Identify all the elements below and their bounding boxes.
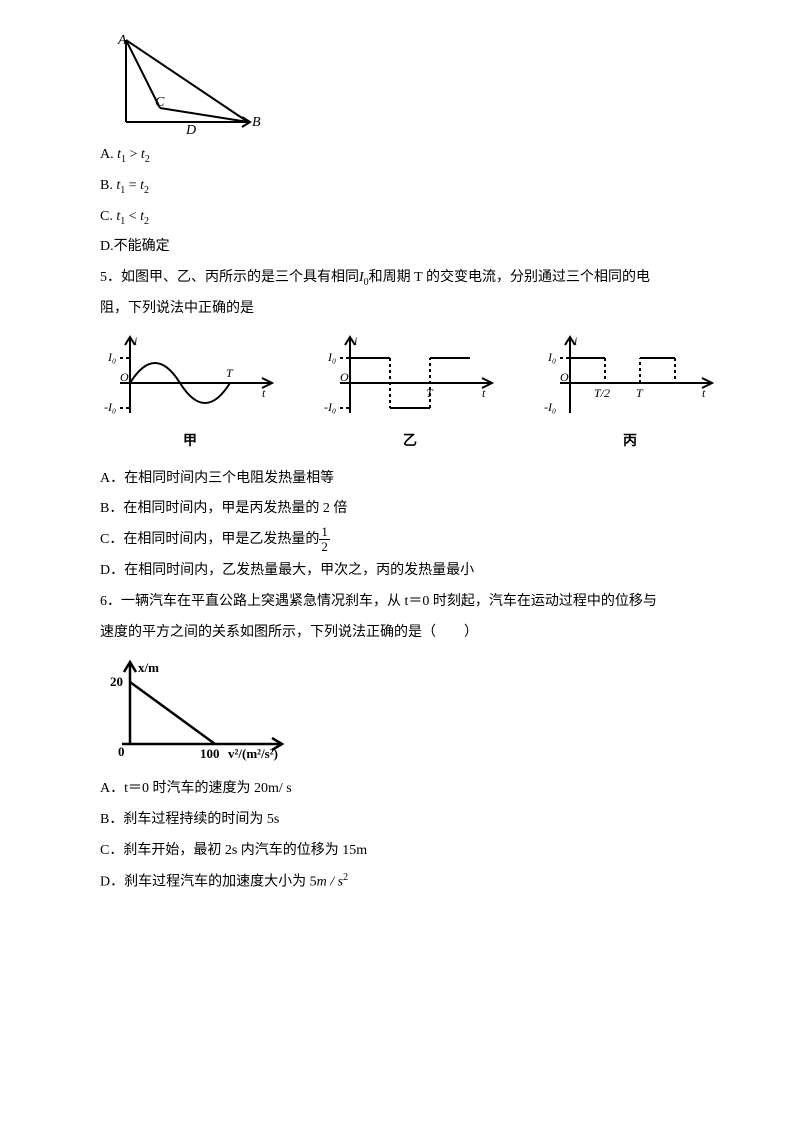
- q5-fig-yi-label: 乙: [320, 427, 500, 458]
- svg-text:O: O: [340, 370, 349, 384]
- svg-text:t: t: [262, 386, 266, 400]
- svg-text:100: 100: [200, 746, 220, 761]
- svg-text:0: 0: [118, 744, 125, 759]
- q6-option-D: D．刹车过程汽车的加速度大小为 5m / s2: [100, 867, 700, 898]
- q6-option-C: C．刹车开始，最初 2s 内汽车的位移为 15m: [100, 836, 700, 867]
- svg-text:i: i: [574, 334, 577, 348]
- svg-text:20: 20: [110, 674, 123, 689]
- q4-option-A: A. t1 > t2: [100, 140, 700, 171]
- svg-text:i: i: [354, 334, 357, 348]
- q4-option-B: B. t1 = t2: [100, 171, 700, 202]
- svg-text:O: O: [120, 370, 129, 384]
- svg-text:T/2: T/2: [594, 386, 610, 400]
- svg-text:I₀: I₀: [327, 350, 336, 364]
- q6-stem-2: 速度的平方之间的关系如图所示，下列说法正确的是（ ）: [100, 618, 700, 649]
- q6-stem-1: 6．一辆汽车在平直公路上突遇紧急情况刹车，从 t＝0 时刻起，汽车在运动过程中的…: [100, 587, 700, 618]
- fig4-label-D: D: [185, 123, 196, 138]
- q6-option-A: A．t＝0 时汽车的速度为 20m/ s: [100, 774, 700, 805]
- svg-text:i: i: [134, 334, 137, 348]
- q6-figure: x/m 20 0 100 v²/(m²/s²): [100, 656, 700, 766]
- q5-option-C: C．在相同时间内，甲是乙发热量的12: [100, 525, 700, 556]
- q5-option-B: B．在相同时间内，甲是丙发热量的 2 倍: [100, 494, 700, 525]
- q5-stem-1: 5．如图甲、乙、丙所示的是三个具有相同I0和周期 T 的交变电流，分别通过三个相…: [100, 263, 700, 294]
- svg-text:I₀: I₀: [107, 350, 116, 364]
- q5-fig-bing-label: 丙: [540, 427, 720, 458]
- fig4-label-A: A: [117, 33, 127, 48]
- svg-text:x/m: x/m: [138, 660, 159, 675]
- fig4-label-C: C: [155, 95, 165, 110]
- q5-option-A: A．在相同时间内三个电阻发热量相等: [100, 464, 700, 495]
- svg-text:T: T: [636, 386, 644, 400]
- svg-text:T: T: [226, 366, 234, 380]
- q4-option-D: D.不能确定: [100, 232, 700, 263]
- q5-figures: i I₀ -I₀ O T t 甲: [100, 333, 700, 458]
- svg-text:-I₀: -I₀: [104, 400, 116, 414]
- svg-text:v²/(m²/s²): v²/(m²/s²): [228, 746, 278, 761]
- svg-text:-I₀: -I₀: [324, 400, 336, 414]
- fig4-label-B: B: [252, 115, 261, 130]
- svg-text:t: t: [482, 386, 486, 400]
- svg-text:-I₀: -I₀: [544, 400, 556, 414]
- q6-option-B: B．刹车过程持续的时间为 5s: [100, 805, 700, 836]
- q5-stem-2: 阻，下列说法中正确的是: [100, 294, 700, 325]
- q5-option-D: D．在相同时间内，乙发热量最大，甲次之，丙的发热量最小: [100, 556, 700, 587]
- svg-text:I₀: I₀: [547, 350, 556, 364]
- q4-figure: A C D B: [100, 30, 700, 140]
- svg-text:t: t: [702, 386, 706, 400]
- q4-option-C: C. t1 < t2: [100, 202, 700, 233]
- svg-text:T: T: [426, 386, 434, 400]
- svg-text:O: O: [560, 370, 569, 384]
- q5-fig-jia-label: 甲: [100, 427, 280, 458]
